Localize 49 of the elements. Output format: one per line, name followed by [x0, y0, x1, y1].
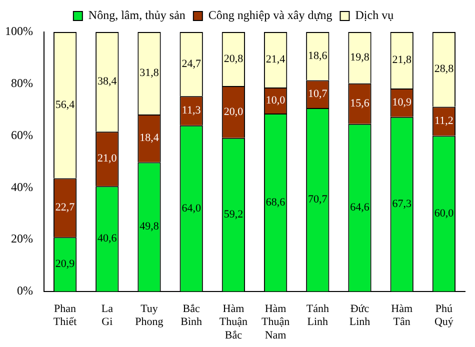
data-label: 10,9: [392, 96, 412, 109]
data-label: 49,8: [140, 220, 160, 233]
x-tick-label: Tuy Phong: [135, 302, 164, 328]
y-tick-label: 20%: [10, 232, 33, 246]
x-tick-label: Hàm Thuận Bắc: [219, 302, 248, 342]
data-label: 15,6: [350, 97, 370, 110]
data-label: 20,0: [224, 106, 244, 118]
data-label: 64,0: [182, 202, 202, 214]
data-label: 28,8: [434, 63, 454, 76]
data-label: 24,7: [182, 58, 202, 70]
y-tick-label: 60%: [10, 128, 33, 142]
y-tick-label: 100%: [4, 24, 33, 38]
x-tick-label: La Gi: [101, 302, 114, 328]
legend-label: Dịch vụ: [355, 8, 394, 22]
x-tick-label: Phú Quý: [434, 302, 454, 328]
x-tick-label: Đức Linh: [349, 302, 371, 328]
data-label: 59,2: [224, 208, 244, 221]
data-label: 67,3: [392, 198, 412, 210]
data-label: 40,6: [98, 232, 118, 245]
x-tick-label: Hàm Tân: [391, 302, 413, 328]
y-tick-label: 40%: [10, 180, 33, 194]
data-label: 21,0: [98, 152, 118, 165]
x-tick-label: Hàm Thuận Nam: [261, 302, 290, 342]
data-label: 18,6: [308, 50, 328, 62]
data-label: 11,3: [182, 104, 202, 117]
data-label: 56,4: [55, 99, 76, 112]
data-label: 70,7: [308, 194, 328, 206]
y-tick-label: 0%: [16, 284, 33, 298]
data-label: 20,8: [224, 52, 244, 65]
x-tick-label: Phan Thiết: [53, 302, 77, 328]
x-tick-label: Tánh Linh: [306, 302, 330, 328]
data-label: 10,0: [266, 94, 286, 106]
data-label: 60,0: [434, 207, 454, 220]
legend-label: Công nghiệp và xây dựng: [208, 8, 332, 22]
data-label: 11,2: [434, 115, 454, 128]
data-label: 68,6: [266, 196, 286, 208]
x-tick-label: Bắc Bình: [180, 302, 203, 328]
data-label: 38,4: [98, 76, 118, 88]
data-label: 20,9: [55, 258, 76, 270]
data-label: 10,7: [308, 88, 328, 100]
data-label: 19,8: [350, 52, 370, 64]
y-tick-label: 80%: [10, 76, 33, 90]
legend-label: Nông, lâm, thủy sản: [88, 8, 186, 22]
data-label: 21,8: [392, 54, 412, 66]
data-label: 64,6: [350, 202, 370, 214]
data-label: 31,8: [140, 67, 160, 80]
data-label: 21,4: [266, 54, 286, 66]
data-label: 22,7: [55, 202, 76, 214]
data-label: 18,4: [140, 132, 160, 144]
